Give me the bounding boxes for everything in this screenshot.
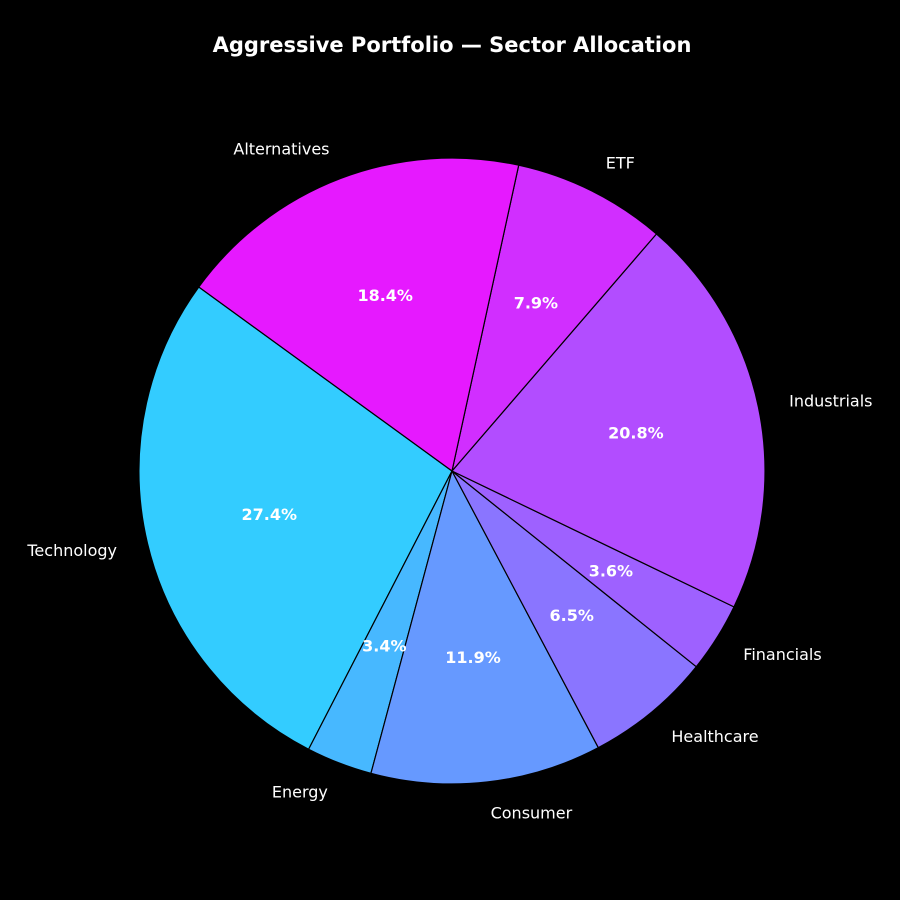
slice-label-industrials: Industrials (789, 391, 872, 410)
slice-label-technology: Technology (26, 541, 117, 560)
labels-group: Technology 27.4% Energy 3.4% Consumer 11.9% He… (26, 140, 872, 823)
slice-label-alternatives: Alternatives (233, 140, 329, 159)
pie-slice-healthcare (451, 470, 698, 749)
slice-percent-healthcare: 6.5% (550, 606, 594, 625)
slice-percent-financials: 3.6% (589, 562, 633, 581)
slice-percent-etf: 7.9% (514, 294, 558, 313)
slice-percent-energy: 3.4% (362, 637, 406, 656)
slice-label-etf: ETF (606, 154, 635, 173)
pie-slice-consumer (370, 469, 600, 785)
pie-slice-technology (138, 286, 453, 751)
slices-group (138, 157, 766, 785)
slice-percent-consumer: 11.9% (445, 648, 501, 667)
slice-percent-alternatives: 18.4% (357, 286, 413, 305)
slice-label-energy: Energy (272, 783, 328, 802)
slice-percent-technology: 27.4% (242, 505, 298, 524)
slice-percent-industrials: 20.8% (608, 423, 664, 442)
slice-label-consumer: Consumer (491, 804, 573, 823)
pie-slice-alternatives (197, 157, 520, 473)
slice-label-financials: Financials (743, 645, 821, 664)
slice-label-healthcare: Healthcare (671, 727, 758, 746)
pie-slice-etf (451, 164, 658, 472)
pie-slice-industrials (451, 233, 766, 608)
chart-title: Aggressive Portfolio — Sector Allocation (213, 33, 692, 57)
